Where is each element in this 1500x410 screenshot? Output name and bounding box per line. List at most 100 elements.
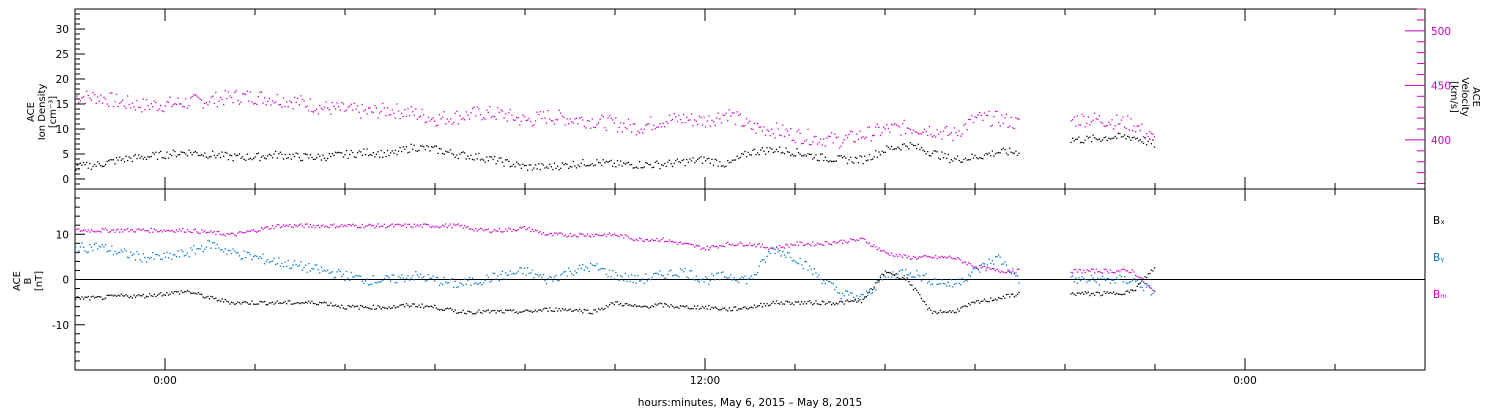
velocity-series-point	[275, 101, 277, 103]
by-series-point	[591, 264, 593, 266]
bx-series-point	[426, 305, 428, 307]
bx-series-point	[429, 305, 431, 308]
density-series-point	[204, 152, 206, 154]
bx-series-point	[805, 303, 808, 305]
bx-series-point	[867, 292, 869, 294]
velocity-series-point	[579, 117, 581, 119]
velocity-series-point	[175, 103, 178, 106]
density-series-point	[746, 156, 748, 158]
bz-series-point	[1012, 270, 1014, 272]
bx-series-point	[309, 302, 311, 304]
bz-series-point	[457, 223, 459, 225]
bz-series-point	[145, 229, 148, 232]
by-series-point	[928, 280, 930, 283]
by-series-point	[605, 273, 608, 275]
density-series-point	[631, 163, 633, 166]
density-series-point	[442, 152, 444, 155]
density-series-point	[914, 144, 916, 147]
bx-series-point	[1127, 290, 1129, 292]
density-series-point	[356, 152, 359, 154]
by-series-point	[705, 276, 707, 278]
bz-series-point	[186, 228, 189, 231]
velocity-series-point	[448, 121, 450, 123]
by-series-point	[530, 272, 532, 274]
by-series-point	[571, 272, 573, 275]
density-series-point	[690, 160, 693, 162]
density-series-point	[511, 165, 513, 167]
bz-series-point	[985, 269, 987, 272]
bx-series-point	[775, 300, 778, 302]
by-series-point	[993, 263, 995, 265]
bx-series-point	[364, 306, 367, 308]
x-tick-label: 0:00	[153, 375, 177, 387]
bz-series-point	[679, 241, 682, 243]
bz-series-point	[418, 225, 420, 227]
density-series-point	[517, 163, 519, 165]
velocity-series-point	[810, 144, 812, 146]
velocity-series-point	[419, 115, 422, 117]
by-series-point	[246, 251, 248, 253]
bz-series-point	[764, 247, 767, 249]
velocity-series-point	[923, 128, 926, 130]
velocity-series-point	[1092, 119, 1094, 121]
bz-series-point	[89, 231, 91, 233]
by-series-point	[178, 256, 181, 258]
by-series-point	[837, 292, 839, 294]
bz-series-point	[1127, 270, 1129, 272]
density-series-point	[158, 152, 160, 154]
bz-series-point	[394, 224, 396, 226]
velocity-series-point	[268, 97, 270, 100]
bz-series-point	[408, 223, 411, 225]
bz-series-point	[136, 228, 138, 231]
bz-series-point	[487, 228, 489, 230]
bx-series-point	[640, 306, 642, 308]
by-series-point	[440, 282, 442, 284]
by-series-point	[402, 277, 404, 279]
by-series-point	[679, 267, 682, 270]
by-series-point	[464, 278, 466, 280]
bz-series-point	[536, 230, 538, 232]
density-series-point	[210, 155, 212, 158]
velocity-series-point	[1007, 126, 1009, 128]
velocity-series-point	[849, 130, 852, 132]
density-series-point	[424, 149, 426, 151]
velocity-series-point	[1083, 115, 1085, 118]
bx-series-point	[468, 311, 471, 313]
bx-series-point	[424, 305, 426, 308]
velocity-series-point	[986, 114, 989, 117]
density-series-point	[177, 154, 179, 156]
bz-series-point	[826, 241, 828, 243]
density-series-point	[372, 152, 374, 154]
density-series-point	[734, 159, 737, 161]
velocity-series-point	[898, 126, 900, 128]
bz-series-point	[968, 262, 970, 264]
velocity-series-point	[1147, 135, 1149, 138]
density-series-point	[772, 151, 774, 154]
by-series-point	[196, 248, 198, 250]
bx-series-point	[156, 294, 159, 296]
bz-series-point	[579, 233, 581, 235]
density-series-point	[577, 164, 579, 166]
bx-series-point	[534, 309, 537, 311]
bx-series-point	[147, 296, 149, 298]
by-series-point	[599, 268, 601, 270]
bz-series-point	[497, 230, 499, 232]
velocity-series-point	[774, 137, 776, 139]
bz-series-point	[202, 231, 204, 233]
density-series-point	[166, 151, 168, 153]
by-series-point	[848, 294, 850, 296]
bz-series-point	[616, 235, 619, 237]
by-series-point	[616, 274, 619, 277]
density-series-point	[901, 143, 904, 146]
bx-series-point	[687, 307, 689, 309]
velocity-series-point	[667, 122, 669, 124]
velocity-series-point	[1114, 125, 1116, 127]
velocity-series-point	[215, 91, 217, 94]
by-series-point	[505, 272, 507, 274]
bx-series-point	[391, 307, 393, 309]
by-series-point	[709, 280, 711, 282]
velocity-series-point	[149, 108, 151, 110]
by-series-point	[152, 251, 154, 254]
by-series-point	[509, 270, 511, 272]
bx-series-point	[153, 293, 155, 296]
